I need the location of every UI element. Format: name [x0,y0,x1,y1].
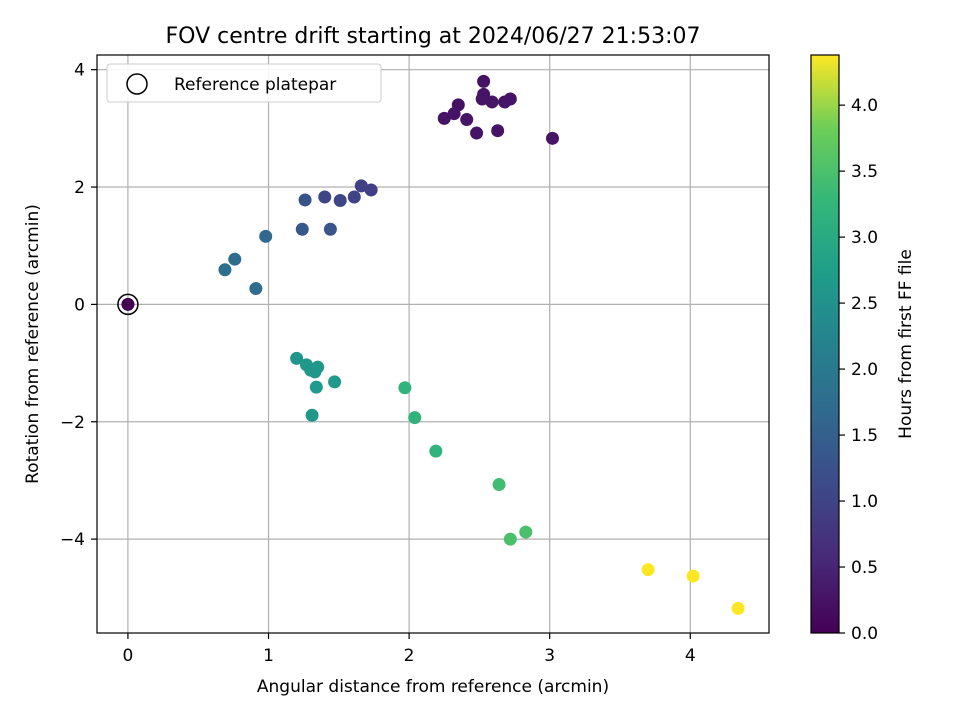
data-point [305,408,319,422]
colorbar-frame [810,54,840,634]
grid-lines [97,55,769,633]
data-point [437,111,451,125]
colorbar-gradient [811,55,839,633]
data-point [447,107,461,121]
legend-entry-reference-platepar: Reference platepar [174,75,336,95]
legend-box [106,63,382,103]
legend: Reference platepar [106,63,382,103]
data-point [318,190,332,204]
x-axis-ticks: 0 1 2 3 4 [123,633,696,666]
colorbar-tick-label: 0.0 [851,624,878,644]
data-point [295,222,309,236]
data-point [492,478,506,492]
data-point [218,263,232,277]
x-tick-label: 4 [685,646,696,666]
colorbar-label: Hours from first FF file [896,249,916,439]
y-tick-label: 0 [74,295,85,315]
data-point [121,297,135,311]
data-point [470,126,484,140]
data-point [503,532,517,546]
y-tick-label: −4 [60,530,85,550]
y-tick-label: 2 [74,178,85,198]
colorbar-tick-label: 1.5 [851,426,878,446]
data-point [641,563,655,577]
data-point [328,375,342,389]
x-tick-label: 3 [544,646,555,666]
y-axis-label: Rotation from reference (arcmin) [23,204,43,484]
plot-frame [96,54,770,634]
data-point [311,360,325,374]
colorbar: 0.0 0.5 1.0 1.5 2.0 2.5 3.0 3.5 4.0 Hours from f… [810,54,916,644]
colorbar-tick-label: 3.0 [851,228,878,248]
colorbar-tick-label: 4.0 [851,96,878,116]
data-point [491,124,505,138]
data-point [354,179,368,193]
data-point [408,411,422,425]
y-tick-label: 4 [74,61,85,81]
data-point [475,92,489,106]
data-point [298,193,312,207]
data-point [347,190,361,204]
legend-reference-marker [126,73,148,95]
data-point [364,183,378,197]
colorbar-tick-label: 3.5 [851,162,878,182]
data-point [477,74,491,88]
y-axis-ticks: −4 −2 0 2 4 [60,61,97,550]
data-point [398,381,412,395]
reference-platepar-marker [117,293,139,316]
chart-title: FOV centre drift starting at 2024/06/27 … [166,24,701,49]
colorbar-tick-label: 1.0 [851,492,878,512]
data-point [503,92,517,106]
x-tick-label: 1 [263,646,274,666]
data-point [519,525,533,539]
data-point [290,351,304,365]
data-point [731,601,745,615]
scatter-points [121,74,745,615]
x-tick-label: 0 [123,646,134,666]
data-point [460,113,474,127]
data-point [485,95,499,109]
data-point [333,194,347,208]
reference-marker [117,293,139,316]
data-point [323,222,337,236]
data-point [259,229,273,243]
x-tick-label: 2 [404,646,415,666]
colorbar-ticks: 0.0 0.5 1.0 1.5 2.0 2.5 3.0 3.5 4.0 [839,96,878,644]
colorbar-tick-label: 2.5 [851,294,878,314]
y-tick-label: −2 [60,413,85,433]
data-point [429,444,443,458]
data-point [249,282,263,296]
data-point [686,569,700,583]
data-point [228,252,242,266]
colorbar-tick-label: 0.5 [851,558,878,578]
data-point [309,380,323,394]
x-axis-label: Angular distance from reference (arcmin) [257,677,609,697]
data-point [545,131,559,145]
colorbar-tick-label: 2.0 [851,360,878,380]
